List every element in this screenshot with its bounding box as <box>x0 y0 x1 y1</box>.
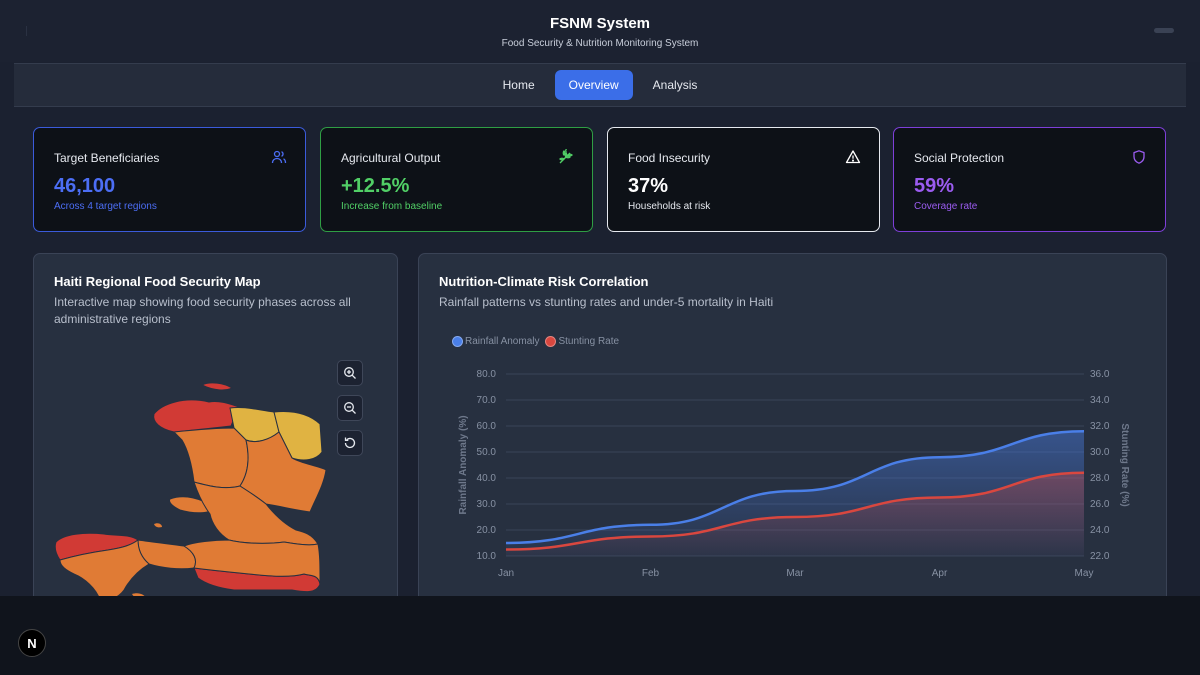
y-left-tick-label: 20.0 <box>477 525 497 536</box>
map-region-cayemites <box>154 523 162 528</box>
shield-icon <box>1133 150 1145 164</box>
menu-handle[interactable] <box>1154 28 1174 33</box>
map-region-nord-ouest <box>153 399 240 433</box>
map-region-tortuga <box>200 382 234 391</box>
tab-overview[interactable]: Overview <box>554 70 633 100</box>
main-nav: Home Overview Analysis <box>14 63 1186 107</box>
stat-card-social-protection[interactable]: Social Protection 59% Coverage rate <box>893 127 1166 232</box>
stat-subtext: Across 4 target regions <box>54 201 157 212</box>
y-left-tick-label: 80.0 <box>477 369 497 380</box>
legend-label: Stunting Rate <box>558 336 620 347</box>
header-divider <box>26 26 27 36</box>
users-icon <box>271 150 287 164</box>
series-line-stunting <box>505 471 1085 551</box>
y-right-axis-title: Stunting Rate (%) <box>1119 423 1130 506</box>
zoom-in-button[interactable] <box>337 360 363 386</box>
series-line-rainfall <box>505 429 1085 545</box>
app-title: FSNM System <box>549 15 651 32</box>
legend-swatch-stunting <box>545 336 557 347</box>
map-description: Interactive map showing food security ph… <box>54 294 351 328</box>
y-right-tick-label: 22.0 <box>1090 551 1110 562</box>
y-right-tick-label: 28.0 <box>1090 473 1110 484</box>
x-tick-label: Feb <box>642 568 660 579</box>
y-right-tick-label: 26.0 <box>1090 499 1110 510</box>
reset-icon <box>344 437 356 449</box>
stat-label: Target Beneficiaries <box>54 151 160 165</box>
wheat-icon <box>559 149 573 164</box>
correlation-chart[interactable]: 10.0 20.0 30.0 40.0 50.0 60.0 70.0 80.0 22.0 24.0… <box>419 254 1168 659</box>
stat-label: Agricultural Output <box>341 151 441 165</box>
chart-legend: Rainfall Anomaly Stunting Rate <box>452 336 619 347</box>
stat-label: Food Insecurity <box>628 151 711 165</box>
legend-item-rainfall[interactable]: Rainfall Anomaly <box>452 336 539 347</box>
zoom-out-icon <box>344 402 356 414</box>
stat-card-food-insecurity[interactable]: Food Insecurity 37% Households at risk <box>607 127 880 232</box>
map-region-ouest-south <box>182 539 321 585</box>
map-region-gonave <box>169 496 215 514</box>
x-tick-label: Mar <box>786 568 804 579</box>
y-right-tick-label: 30.0 <box>1090 447 1110 458</box>
stat-subtext: Coverage rate <box>914 201 978 212</box>
map-region-artibonite <box>172 427 249 489</box>
haiti-map[interactable] <box>34 374 334 604</box>
legend-item-stunting[interactable]: Stunting Rate <box>545 336 619 347</box>
y-right-tick-label: 24.0 <box>1090 525 1110 536</box>
framework-badge[interactable]: N <box>18 629 46 657</box>
map-region-sud <box>59 539 150 601</box>
y-left-tick-label: 70.0 <box>477 395 497 406</box>
x-tick-label: May <box>1075 568 1094 579</box>
stat-value: 37% <box>628 175 669 197</box>
y-right-tick-label: 36.0 <box>1090 369 1110 380</box>
map-panel: Haiti Regional Food Security Map Interac… <box>33 253 398 658</box>
legend-label: Rainfall Anomaly <box>465 336 540 347</box>
y-left-tick-label: 50.0 <box>477 447 497 458</box>
page-footer-strip <box>0 596 1200 675</box>
map-description-line: Interactive map showing food security ph… <box>54 295 351 309</box>
y-right-tick-label: 32.0 <box>1090 421 1110 432</box>
y-left-tick-label: 30.0 <box>477 499 497 510</box>
stat-value: 46,100 <box>54 175 116 197</box>
legend-swatch-rainfall <box>452 336 463 347</box>
chart-panel: Nutrition-Climate Risk Correlation Rainf… <box>418 253 1167 658</box>
y-left-tick-label: 60.0 <box>477 421 497 432</box>
reset-view-button[interactable] <box>337 430 363 456</box>
stat-subtext: Households at risk <box>628 201 711 212</box>
stat-card-agriculture[interactable]: Agricultural Output +12.5% Increase from… <box>320 127 593 232</box>
stat-label: Social Protection <box>914 151 1005 165</box>
chart-title: Nutrition-Climate Risk Correlation <box>439 274 649 289</box>
map-region-nord-est <box>273 411 323 461</box>
y-right-tick-label: 34.0 <box>1090 395 1110 406</box>
map-description-line: administrative regions <box>54 312 171 326</box>
alert-triangle-icon <box>845 150 861 164</box>
stat-value: +12.5% <box>341 175 410 197</box>
app-subtitle: Food Security & Nutrition Monitoring Sys… <box>501 38 699 49</box>
series-area-stunting <box>506 472 1084 556</box>
tab-home[interactable]: Home <box>502 78 535 92</box>
y-left-axis-title: Rainfall Anomaly (%) <box>458 415 469 514</box>
app-header: FSNM System Food Security & Nutrition Mo… <box>0 0 1200 62</box>
x-tick-label: Apr <box>932 568 948 579</box>
zoom-out-button[interactable] <box>337 395 363 421</box>
map-title: Haiti Regional Food Security Map <box>54 274 261 289</box>
y-left-tick-label: 40.0 <box>477 473 497 484</box>
tab-analysis[interactable]: Analysis <box>652 78 698 92</box>
y-left-tick-label: 10.0 <box>477 551 497 562</box>
stat-value: 59% <box>914 175 955 197</box>
zoom-in-icon <box>344 367 356 379</box>
chart-description: Rainfall patterns vs stunting rates and … <box>439 295 774 309</box>
stat-card-beneficiaries[interactable]: Target Beneficiaries 46,100 Across 4 tar… <box>33 127 306 232</box>
stat-subtext: Increase from baseline <box>341 201 443 212</box>
x-tick-label: Jan <box>498 568 514 579</box>
